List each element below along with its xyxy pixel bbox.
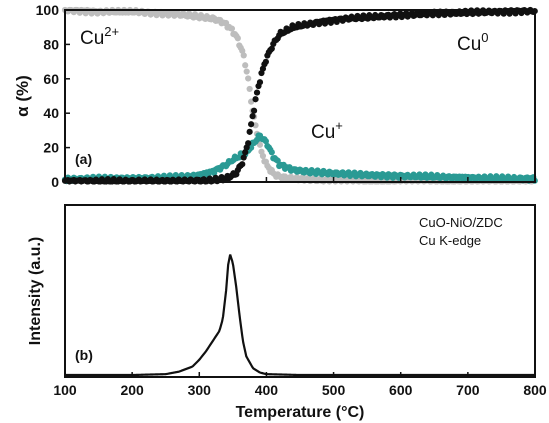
point-cu2plus <box>245 75 252 82</box>
point-cuplus <box>262 138 269 145</box>
x-tick-label: 300 <box>188 382 212 398</box>
point-cu0 <box>248 121 255 128</box>
x-tick-label: 700 <box>456 382 480 398</box>
series-cu0 <box>61 6 538 185</box>
point-cu2plus <box>234 35 241 42</box>
x-tick-label: 600 <box>389 382 413 398</box>
panel-b-frame <box>64 204 536 378</box>
panel-b-y-axis-label: Intensity (a.u.) <box>27 237 44 345</box>
point-cu0 <box>256 79 264 86</box>
x-tick-label: 200 <box>120 382 144 398</box>
panel-a-frame <box>64 9 536 183</box>
point-cu0 <box>246 128 253 135</box>
point-cu0 <box>242 149 249 156</box>
point-cu2plus <box>243 68 250 75</box>
panel-a: 0 20 40 60 80 100 α (%) (a) Cu2+ Cu0 Cu+ <box>13 2 538 190</box>
x-tick-label: 500 <box>322 382 346 398</box>
point-cu0 <box>252 96 259 103</box>
x-tick-label: 800 <box>523 382 547 398</box>
point-cuplus <box>268 149 275 156</box>
point-cu0 <box>250 107 258 114</box>
point-cu0 <box>245 140 252 147</box>
point-cu2plus <box>228 25 236 32</box>
y-tick-label: 60 <box>43 71 59 87</box>
series-label-cu0: Cu0 <box>457 30 489 55</box>
point-cu0 <box>239 161 246 168</box>
y-tick-label: 80 <box>43 36 59 52</box>
y-tick-label: 40 <box>43 105 59 121</box>
point-cu2plus <box>256 141 264 148</box>
x-tick-label: 100 <box>53 382 77 398</box>
panel-a-label: (a) <box>75 151 92 167</box>
panel-b: 100 200 300 400 500 600 700 800 Intensity (a.u.… <box>27 204 547 421</box>
point-cu2plus <box>240 52 247 59</box>
series-label-cu2plus: Cu2+ <box>80 24 119 49</box>
point-cuplus <box>248 144 255 151</box>
x-axis-label: Temperature (°C) <box>236 404 365 421</box>
panel-a-x-ticks <box>64 177 536 182</box>
point-cu0 <box>249 113 256 120</box>
panel-b-label: (b) <box>75 347 93 363</box>
y-tick-label: 20 <box>43 140 59 156</box>
point-cu0 <box>253 89 261 96</box>
panel-b-intensity-line <box>65 254 535 377</box>
panel-a-y-axis-label: α (%) <box>13 75 32 117</box>
y-tick-label: 0 <box>51 174 59 190</box>
panel-b-x-ticks: 100 200 300 400 500 600 700 800 <box>53 372 547 398</box>
sample-annotation-line-2: Cu K-edge <box>419 233 481 248</box>
panel-a-y-ticks: 0 20 40 60 80 100 <box>36 2 70 190</box>
series-label-cuplus: Cu+ <box>311 118 343 143</box>
point-cu2plus <box>246 85 253 93</box>
sample-annotation-line-1: CuO-NiO/ZDC <box>419 215 503 230</box>
point-cu0 <box>240 154 247 161</box>
y-tick-label: 100 <box>36 2 60 18</box>
x-tick-label: 400 <box>255 382 279 398</box>
point-cu0 <box>268 45 275 52</box>
point-cu0 <box>262 58 269 65</box>
point-cu2plus <box>259 152 267 160</box>
point-cu2plus <box>242 62 249 69</box>
